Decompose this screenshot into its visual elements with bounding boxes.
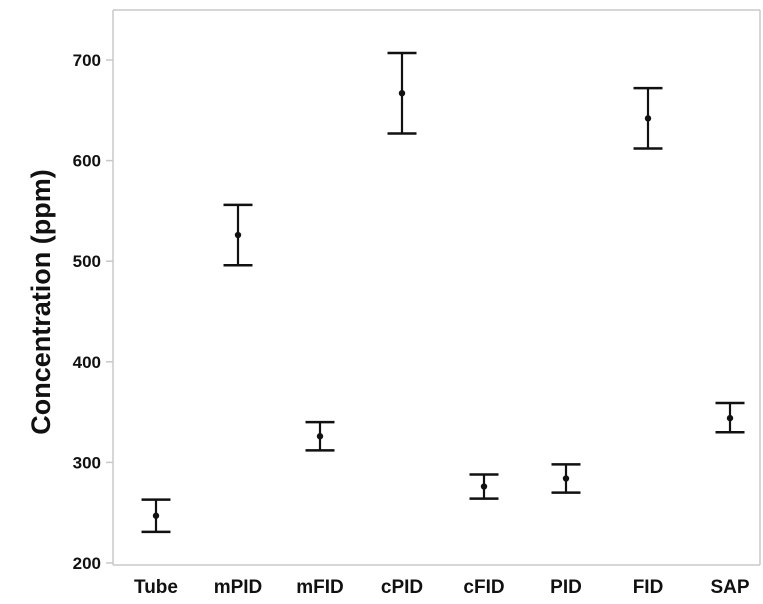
y-tick-label: 600 (73, 152, 101, 171)
plot-frame (112, 9, 761, 566)
x-tick-label: cFID (463, 577, 504, 598)
y-tick-label: 500 (73, 252, 101, 271)
error-bar-mfid (305, 420, 335, 452)
error-bar-cpid (387, 51, 417, 135)
y-tick-label: 200 (73, 554, 101, 573)
error-bar-sap (715, 401, 745, 434)
mean-point (152, 512, 160, 519)
error-bar-fid (633, 86, 663, 150)
error-bar-pid (551, 463, 581, 494)
x-tick-label: Tube (134, 577, 178, 598)
y-tick-label: 400 (73, 353, 101, 372)
mean-point (480, 483, 488, 490)
error-bars (141, 51, 745, 534)
y-ticks: 200 300 400 500 600 700 (73, 51, 113, 573)
x-tick-labels: Tube mPID mFID cPID cFID PID FID SAP (134, 577, 750, 598)
y-tick-label: 300 (73, 453, 101, 472)
x-tick-label: SAP (710, 577, 749, 598)
y-tick-label: 700 (73, 51, 101, 70)
x-tick-label: mFID (296, 577, 344, 598)
x-tick-label: FID (633, 577, 664, 598)
mean-point (644, 115, 652, 122)
mean-point (234, 231, 242, 239)
error-bar-tube (141, 498, 171, 534)
mean-point (316, 433, 324, 440)
mean-point (398, 89, 406, 97)
error-bar-mpid (223, 203, 253, 267)
mean-point (726, 414, 734, 422)
error-bar-cfid (469, 473, 499, 500)
x-tick-label: PID (550, 577, 582, 598)
mean-point (562, 475, 570, 482)
x-tick-label: mPID (214, 577, 263, 598)
y-axis-title: Concentration (ppm) (26, 169, 56, 434)
x-tick-label: cPID (381, 577, 423, 598)
